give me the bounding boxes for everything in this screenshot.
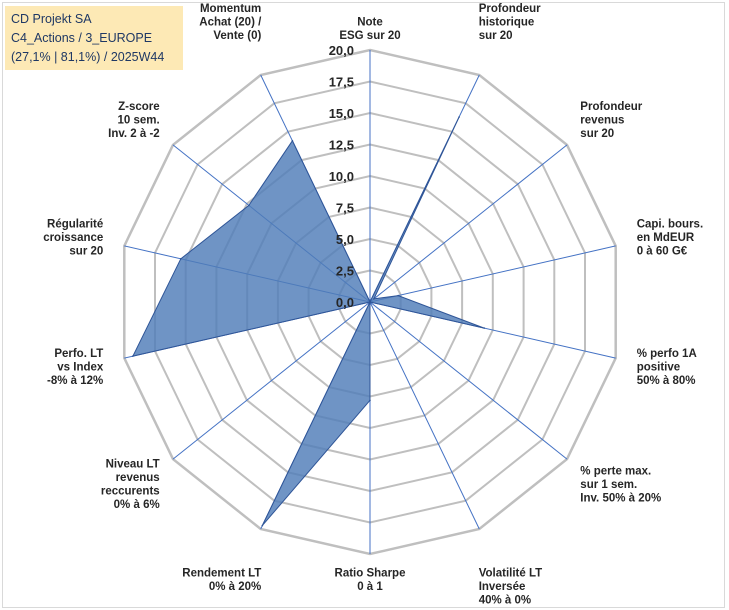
axis-label-5: % perte max. sur 1 sem.Inv. 50% à 20%	[580, 465, 661, 504]
axis-label-line: 0% à 20%	[209, 581, 261, 593]
data-point	[369, 301, 371, 303]
axis-spoke	[369, 245, 616, 303]
axis-label-line: sur 1 sem.	[580, 479, 637, 491]
axis-label-line: Profondeur	[580, 101, 642, 113]
data-point	[397, 294, 400, 297]
axis-label-line: reccurents	[101, 486, 160, 498]
axis-label-line: Volatilité LT	[479, 568, 542, 580]
series-area	[131, 116, 485, 526]
axis-spoke	[369, 301, 480, 530]
tick-label: 12,5	[329, 138, 354, 153]
axis-spoke	[369, 144, 568, 303]
axis-label-line: Inv. 50% à 20%	[580, 492, 661, 504]
axis-label-line: Vente (0)	[213, 30, 261, 42]
tick-label: 5,0	[336, 232, 354, 247]
data-point	[180, 258, 182, 260]
axis-label-line: Régularité	[47, 218, 103, 230]
data-point	[373, 298, 375, 300]
axis-label-line: 50% à 80%	[637, 375, 696, 387]
axis-label-line: Inversée	[479, 581, 526, 593]
axis-spoke	[172, 301, 371, 460]
data-point	[458, 116, 460, 118]
data-point	[291, 140, 294, 142]
axis-label-line: Rendement LT	[182, 568, 261, 580]
axis-label-line: Z-score	[118, 101, 160, 113]
axis-label-line: 0 à 1	[357, 581, 383, 593]
axis-label-line: sur 20	[580, 128, 614, 140]
axis-label-line: ESG sur 20	[339, 30, 400, 42]
axis-label-line: 40% à 0%	[479, 595, 531, 607]
axis-spoke	[369, 301, 568, 460]
axis-label-10: Perfo. LT vs Index-8% à 12%	[47, 348, 104, 387]
axis-label-line: Profondeur	[479, 3, 541, 15]
category-label: C4_Actions / 3_EUROPE	[11, 31, 153, 45]
axis-label-line: % perfo 1A	[637, 348, 697, 360]
axis-label-line: % perte max.	[580, 465, 651, 477]
data-point	[483, 327, 486, 329]
axis-label-line: Achat (20) /	[199, 17, 262, 29]
tick-label: 2,5	[336, 264, 354, 279]
tick-label: 7,5	[336, 201, 354, 216]
data-point	[132, 355, 134, 357]
tick-label: 20,0	[329, 43, 354, 58]
axis-label-line: revenus	[116, 472, 160, 484]
axis-label-line: -8% à 12%	[47, 375, 103, 387]
axis-label-line: Niveau LT	[106, 459, 160, 471]
axis-label-line: historique	[479, 17, 535, 29]
axis-label-line: vs Index	[57, 362, 104, 374]
axis-label-line: Note	[357, 17, 383, 29]
axis-label-line: sur 20	[479, 30, 513, 42]
axis-label-line: positive	[637, 362, 680, 374]
axis-label-line: Perfo. LT	[54, 348, 103, 360]
axis-label-13: Momentum Achat (20) /Vente (0)	[199, 3, 262, 42]
series-layer	[131, 116, 486, 527]
axis-label-line: sur 20	[69, 245, 103, 257]
axis-label-line: 10 sem.	[117, 115, 159, 127]
axis-label-line: Ratio Sharpe	[335, 568, 406, 580]
info-box: CD Projekt SA C4_Actions / 3_EUROPE (27,…	[5, 6, 183, 70]
company-name: CD Projekt SA	[11, 12, 92, 26]
stats-label: (27,1% | 81,1%) / 2025W44	[11, 50, 165, 64]
axis-label-line: Capi. bours.	[637, 218, 703, 230]
tick-label: 17,5	[329, 75, 354, 90]
data-point	[248, 204, 250, 207]
axis-label-line: Momentum	[200, 3, 261, 15]
data-point	[261, 524, 264, 527]
tick-label: 10,0	[329, 169, 354, 184]
data-point	[369, 399, 371, 402]
axis-label-line: revenus	[580, 115, 624, 127]
tick-label: 0,0	[336, 295, 354, 310]
axis-label-line: 0% à 6%	[114, 499, 160, 511]
axis-label-line: 0 à 60 G€	[637, 245, 688, 257]
axis-label-line: en MdEUR	[637, 232, 695, 244]
axis-label-line: Inv. 2 à -2	[108, 128, 160, 140]
axis-label-12: Z-score 10 sem.Inv. 2 à -2	[108, 101, 160, 140]
tick-label: 15,0	[329, 106, 354, 121]
axis-label-8: Rendement LT0% à 20%	[182, 568, 261, 594]
axis-label-line: croissance	[43, 232, 103, 244]
tick-layer: 0,0 2,5 5,0 7,5 10,0 12,5 15,0 17,5 20,0	[329, 43, 354, 310]
